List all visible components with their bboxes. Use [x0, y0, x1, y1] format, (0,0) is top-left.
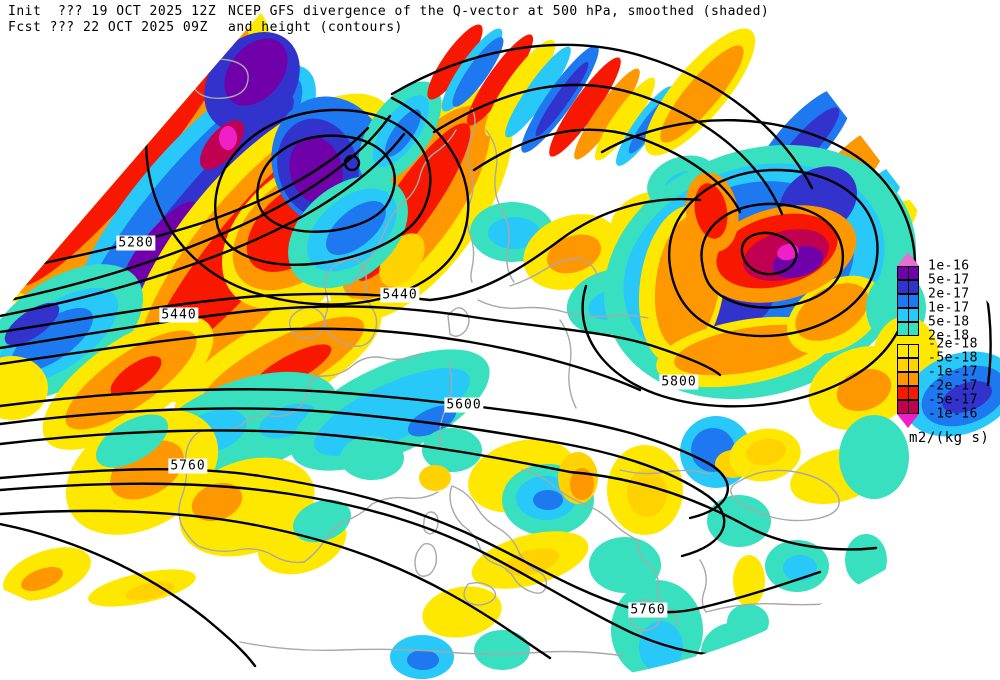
colorbar-cell — [897, 280, 919, 294]
colorbar-tick-label: -5e-18 — [928, 350, 978, 366]
colorbar-tick-label: 2e-17 — [928, 286, 970, 302]
colorbar-tick-label: 1e-16 — [928, 258, 970, 274]
colorbar-tick-label: 5e-17 — [928, 272, 970, 288]
colorbar-tick-label: 2e-18 — [928, 328, 970, 344]
colorbar-cell — [897, 266, 919, 280]
colorbar-cell — [897, 294, 919, 308]
colorbar-cell — [897, 358, 919, 372]
colorbar-tick-label: 1e-17 — [928, 300, 970, 316]
colorbar-arrow-down — [897, 414, 919, 428]
fcst-time-text: Fcst ??? 22 OCT 2025 09Z — [8, 20, 208, 35]
chart-title-line1: NCEP GFS divergence of the Q-vector at 5… — [228, 4, 770, 19]
colorbar-cell — [897, 308, 919, 322]
colorbar-cell — [897, 322, 919, 336]
colorbar-tick-label: -1e-17 — [928, 364, 978, 380]
colorbar-tick-label: -2e-18 — [928, 336, 978, 352]
colorbar-cell — [897, 400, 919, 414]
colorbar-tick-label: -5e-17 — [928, 392, 978, 408]
legend-unit: m2/(kg s) — [909, 430, 990, 446]
title-block: Init ??? 19 OCT 2025 12Z Fcst ??? 22 OCT… — [0, 0, 1000, 96]
colorbar-cell — [897, 386, 919, 400]
colorbar-legend: 1e-16 5e-17 2e-17 1e-17 5e-18 2e-18 -2e-18 -5e-… — [897, 252, 997, 452]
colorbar-tick-label: -2e-17 — [928, 378, 978, 394]
chart-title-line2: and height (contours) — [228, 20, 403, 35]
colorbar-arrow-up — [897, 252, 919, 266]
colorbar-cell — [897, 344, 919, 358]
colorbar-tick-label: 5e-18 — [928, 314, 970, 330]
colorbar-tick-label: -1e-16 — [928, 406, 978, 422]
colorbar-cell — [897, 372, 919, 386]
init-time-text: Init ??? 19 OCT 2025 12Z — [8, 4, 217, 19]
